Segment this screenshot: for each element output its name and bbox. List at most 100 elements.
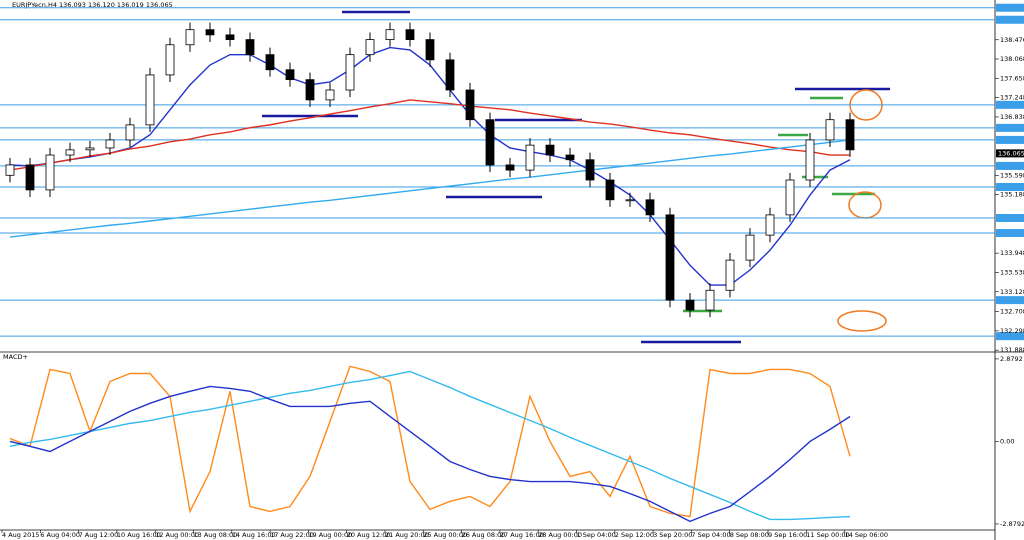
x-tick-label: 17 Aug 22:00 xyxy=(270,531,314,539)
candle-body xyxy=(505,164,515,171)
candle-body xyxy=(645,199,655,216)
x-tick-label: 27 Aug 16:00 xyxy=(500,531,544,539)
candle-body xyxy=(705,289,715,311)
level-tag xyxy=(996,161,1024,170)
candle-body xyxy=(405,29,415,40)
x-tick-label: 21 Aug 20:00 xyxy=(385,531,429,539)
x-tick-label: 6 Aug 04:00 xyxy=(40,531,80,539)
level-tag xyxy=(996,15,1024,24)
y-tick-label: -2.8792 xyxy=(1000,520,1024,528)
level-tag xyxy=(996,182,1024,191)
x-tick-label: 26 Aug 08:00 xyxy=(462,531,506,539)
x-tick-label: 25 Aug 00:00 xyxy=(423,531,467,539)
candle-body xyxy=(525,144,535,171)
candle-body xyxy=(305,79,315,101)
candle-body xyxy=(545,144,555,156)
candle-body xyxy=(445,59,455,91)
candle-body xyxy=(725,259,735,291)
x-tick-label: 1 Sep 04:00 xyxy=(577,531,616,539)
y-tick-label: 132.298 xyxy=(1000,327,1024,335)
y-tick-label: 138.476 xyxy=(1000,36,1024,44)
last-price-tag xyxy=(996,149,1024,158)
x-tick-label: 3 Sep 20:00 xyxy=(653,531,692,539)
y-tick-label: 138.068 xyxy=(1000,55,1024,63)
x-tick-label: 20 Aug 12:00 xyxy=(347,531,391,539)
y-tick-label: 133.128 xyxy=(1000,288,1024,296)
x-tick-label: 19 Aug 00:00 xyxy=(308,531,352,539)
candle-body xyxy=(225,34,235,40)
candle-body xyxy=(85,147,95,151)
candle-body xyxy=(125,124,135,141)
y-tick-label: 133.948 xyxy=(1000,249,1024,257)
x-tick-label: 9 Sep 16:00 xyxy=(768,531,807,539)
indicator-line xyxy=(9,365,851,518)
candle-body xyxy=(785,179,795,216)
y-tick-label: 137.658 xyxy=(1000,74,1024,82)
candle-body xyxy=(25,164,35,191)
x-tick-label: 7 Sep 04:00 xyxy=(691,531,730,539)
candle-body xyxy=(325,89,335,101)
level-tag xyxy=(996,100,1024,109)
level-tag xyxy=(996,229,1024,238)
candle-body xyxy=(205,29,215,36)
indicator-line xyxy=(9,99,850,171)
level-tag xyxy=(996,135,1024,144)
candle-body xyxy=(565,154,575,161)
x-tick-label: 10 Aug 16:00 xyxy=(117,531,161,539)
candle-body xyxy=(45,154,55,191)
y-tick-label: 135.188 xyxy=(1000,191,1024,199)
candle-body xyxy=(425,39,435,61)
level-tag xyxy=(996,332,1024,341)
candle-body xyxy=(745,234,755,261)
candle-body xyxy=(105,139,115,149)
candle-body xyxy=(185,29,195,46)
candle-body xyxy=(245,39,255,56)
candle-body xyxy=(65,149,75,156)
highlight-ellipse xyxy=(837,310,887,332)
x-tick-label: 7 Aug 12:00 xyxy=(79,531,119,539)
x-tick-label: 12 Aug 00:00 xyxy=(155,531,199,539)
candle-body xyxy=(165,44,175,76)
candle-body xyxy=(465,89,475,121)
x-tick-label: 11 Sep 00:00 xyxy=(806,531,849,539)
y-tick-label: 135.598 xyxy=(1000,171,1024,179)
candle-body xyxy=(605,179,615,201)
x-tick-label: 28 Aug 00:00 xyxy=(538,531,582,539)
candle-body xyxy=(765,214,775,236)
x-tick-label: 8 Sep 08:00 xyxy=(730,531,769,539)
macd-title: MACD+ xyxy=(3,353,28,361)
indicator-line xyxy=(9,385,851,523)
y-tick-label: 136.838 xyxy=(1000,113,1024,121)
level-tag xyxy=(996,296,1024,305)
candle-body xyxy=(265,54,275,71)
y-tick-label: 2.8792 xyxy=(1000,355,1023,363)
candle-body xyxy=(665,214,675,301)
candle-body xyxy=(285,69,295,81)
y-tick-label: 137.248 xyxy=(1000,94,1024,102)
x-tick-label: 13 Aug 08:00 xyxy=(194,531,238,539)
y-tick-label: 133.538 xyxy=(1000,268,1024,276)
candle-body xyxy=(845,119,855,151)
y-tick-label: 0.00 xyxy=(1000,437,1014,445)
x-tick-label: 2 Sep 12:00 xyxy=(615,531,654,539)
y-tick-label: 131.888 xyxy=(1000,346,1024,354)
level-tag xyxy=(996,123,1024,132)
y-tick-label: 132.708 xyxy=(1000,308,1024,316)
chart-title: EURJPYecn,H4 136.093 136.120 136.019 136… xyxy=(12,1,173,9)
x-tick-label: 14 Aug 16:00 xyxy=(232,531,276,539)
candle-body xyxy=(585,159,595,181)
candle-body xyxy=(145,74,155,126)
level-tag xyxy=(996,213,1024,222)
candle-body xyxy=(625,199,635,202)
indicator-line xyxy=(9,139,851,238)
x-tick-label: 14 Sep 06:00 xyxy=(845,531,888,539)
candle-body xyxy=(345,54,355,91)
candle-body xyxy=(365,39,375,56)
level-tag xyxy=(996,3,1024,12)
x-tick-label: 4 Aug 2015 xyxy=(2,531,40,539)
candle-body xyxy=(685,299,695,311)
candle-body xyxy=(485,119,495,166)
candle-body xyxy=(825,119,835,141)
